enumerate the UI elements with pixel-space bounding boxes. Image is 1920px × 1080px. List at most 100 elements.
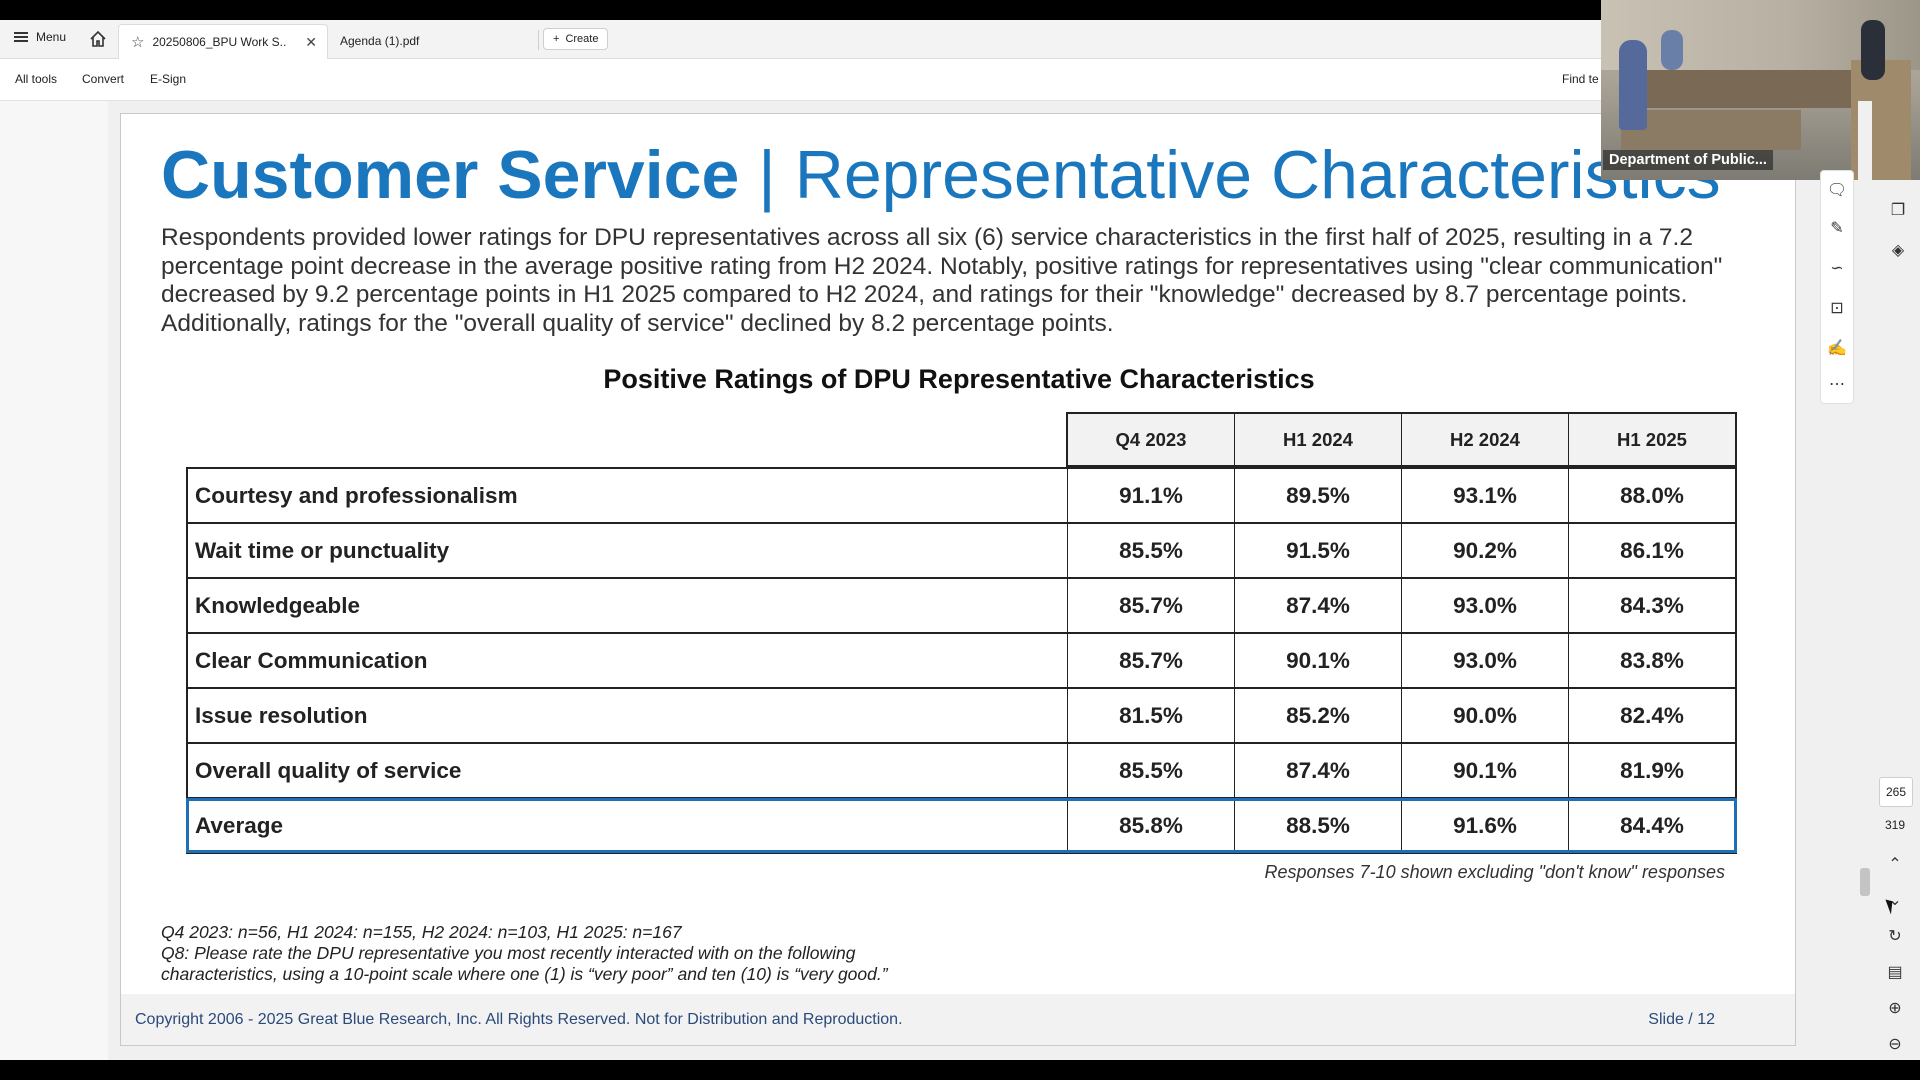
webcam-person-right: [1861, 20, 1885, 80]
webcam-desk: [1641, 70, 1881, 108]
footnotes: Q4 2023: n=56, H1 2024: n=155, H2 2024: …: [161, 922, 888, 985]
table-cell: 88.5%: [1234, 799, 1401, 852]
table-row: Overall quality of service 85.5% 87.4% 90.1…: [188, 742, 1735, 797]
webcam-video[interactable]: Department of Public...: [1601, 0, 1920, 180]
table-cell: 91.5%: [1234, 524, 1401, 577]
tab-bar: Menu ☆ 20250806_BPU Work S.. ✕ Agenda (1…: [0, 20, 1920, 59]
table-cell: 90.2%: [1401, 524, 1568, 577]
row-label: Knowledgeable: [188, 579, 1068, 632]
slide-description: Respondents provided lower ratings for D…: [161, 224, 1723, 337]
table-row: Courtesy and professionalism 91.1% 89.5% 93…: [188, 469, 1735, 522]
tab-document-label: 20250806_BPU Work S..: [152, 35, 287, 49]
menu-button[interactable]: Menu: [14, 30, 66, 44]
column-header: H2 2024: [1401, 414, 1568, 465]
plus-icon: +: [553, 33, 560, 45]
slide-footer: Copyright 2006 - 2025 Great Blue Researc…: [121, 994, 1795, 1045]
webcam-caption: Department of Public...: [1603, 150, 1773, 170]
tab-divider: [538, 30, 539, 50]
footnote-question: Q8: Please rate the DPU representative y…: [161, 943, 856, 963]
sign-icon[interactable]: ✍: [1827, 340, 1847, 357]
table-note: Responses 7-10 shown excluding "don't kn…: [1264, 862, 1726, 882]
row-label: Clear Communication: [188, 634, 1068, 687]
table-cell: 81.5%: [1119, 702, 1183, 728]
table-cell: 88.0%: [1568, 469, 1735, 522]
column-header: H1 2025: [1568, 414, 1735, 465]
table-cell: 83.8%: [1568, 634, 1735, 687]
table-row: Wait time or punctuality 85.5% 91.5% 90.2% 8…: [188, 522, 1735, 577]
right-rail: ❐ ◈: [1878, 190, 1918, 290]
ratings-table: Courtesy and professionalism 91.1% 89.5% 93…: [186, 467, 1737, 854]
previous-page-icon[interactable]: ⌃: [1888, 856, 1902, 873]
footnote-sample-sizes: Q4 2023: n=56, H1 2024: n=155, H2 2024: …: [161, 922, 682, 942]
page-number-input[interactable]: 265: [1879, 777, 1913, 807]
table-row: Issue resolution 81.5% 85.2% 90.0% 82.4%: [188, 687, 1735, 742]
slide-title-rest: Representative Characteristics: [794, 137, 1721, 213]
convert-button[interactable]: Convert: [82, 72, 125, 86]
table-row: Knowledgeable 85.7% 87.4% 93.0% 84.3%: [188, 577, 1735, 632]
table-cell: 93.1%: [1401, 469, 1568, 522]
toolbar: All tools Convert E-Sign: [0, 59, 1920, 101]
table-cell: 84.4%: [1568, 799, 1735, 852]
table-cell: 87.4%: [1234, 744, 1401, 797]
document-icon[interactable]: ▤: [1887, 964, 1903, 981]
tab-agenda[interactable]: Agenda (1).pdf: [330, 24, 536, 58]
comment-icon[interactable]: 🗨: [1826, 182, 1848, 199]
table-cell: 84.3%: [1568, 579, 1735, 632]
close-icon[interactable]: ✕: [305, 33, 317, 50]
star-icon[interactable]: ☆: [131, 34, 145, 51]
table-title: Positive Ratings of DPU Representative C…: [603, 364, 1315, 394]
table-cell: 86.1%: [1568, 524, 1735, 577]
table-cell: 85.8%: [1119, 812, 1183, 838]
tab-agenda-label: Agenda (1).pdf: [340, 34, 420, 48]
draw-icon[interactable]: ∽: [1830, 260, 1844, 277]
table-cell: 90.0%: [1401, 689, 1568, 742]
row-label: Issue resolution: [188, 689, 1068, 742]
tab-document[interactable]: ☆ 20250806_BPU Work S.. ✕: [118, 24, 328, 59]
row-label: Overall quality of service: [188, 744, 1068, 797]
table-cell: 81.9%: [1568, 744, 1735, 797]
slide-title-separator: |: [739, 137, 795, 213]
zoom-in-icon[interactable]: ⊕: [1888, 1000, 1902, 1017]
table-cell: 87.4%: [1234, 579, 1401, 632]
all-tools-button[interactable]: All tools: [15, 72, 58, 86]
table-cell: 85.5%: [1119, 537, 1183, 563]
bottom-black-bar: [0, 1060, 1920, 1080]
text-box-icon[interactable]: ⊡: [1830, 300, 1844, 317]
home-icon[interactable]: [88, 29, 108, 49]
table-cell: 91.1%: [1119, 482, 1183, 508]
next-page-icon[interactable]: ⌄: [1888, 892, 1902, 909]
slide-title: Customer Service | Representative Charac…: [161, 136, 1721, 214]
webcam-desk-front: [1621, 110, 1801, 150]
copyright-text: Copyright 2006 - 2025 Great Blue Researc…: [135, 1011, 903, 1028]
table-cell: 93.0%: [1401, 634, 1568, 687]
row-label: Average: [188, 799, 1068, 852]
page-total: 319: [1884, 818, 1906, 832]
webcam-person: [1619, 40, 1647, 130]
table-cell: 90.1%: [1401, 744, 1568, 797]
table-cell: 85.5%: [1119, 757, 1183, 783]
table-cell: 89.5%: [1234, 469, 1401, 522]
create-button[interactable]: + Create: [543, 28, 609, 50]
pdf-page: Customer Service | Representative Charac…: [120, 113, 1796, 1046]
highlight-pen-icon[interactable]: ✎: [1830, 220, 1844, 237]
column-header: H1 2024: [1234, 414, 1401, 465]
webcam-person-seated: [1661, 30, 1683, 70]
esign-button[interactable]: E-Sign: [150, 72, 187, 86]
more-icon[interactable]: ⋯: [1829, 376, 1845, 393]
pages-icon[interactable]: ❐: [1890, 202, 1906, 219]
scrollbar[interactable]: [1858, 101, 1872, 1060]
table-cell: 91.6%: [1401, 799, 1568, 852]
table-cell: 82.4%: [1568, 689, 1735, 742]
table-cell: 90.1%: [1234, 634, 1401, 687]
find-text-button[interactable]: Find te: [1562, 72, 1599, 86]
footnote-scale: characteristics, using a 10-point scale …: [161, 964, 888, 984]
table-cell: 85.7%: [1119, 647, 1183, 673]
table-header: Q4 2023 H1 2024 H2 2024 H1 2025: [1066, 412, 1737, 467]
table-cell: 93.0%: [1401, 579, 1568, 632]
hamburger-icon: [14, 32, 28, 42]
scrollbar-thumb[interactable]: [1860, 868, 1870, 896]
refresh-icon[interactable]: ↻: [1888, 928, 1902, 945]
zoom-out-icon[interactable]: ⊖: [1888, 1036, 1902, 1053]
layers-icon[interactable]: ◈: [1891, 242, 1905, 259]
slide-number: Slide / 12: [1648, 1011, 1715, 1028]
